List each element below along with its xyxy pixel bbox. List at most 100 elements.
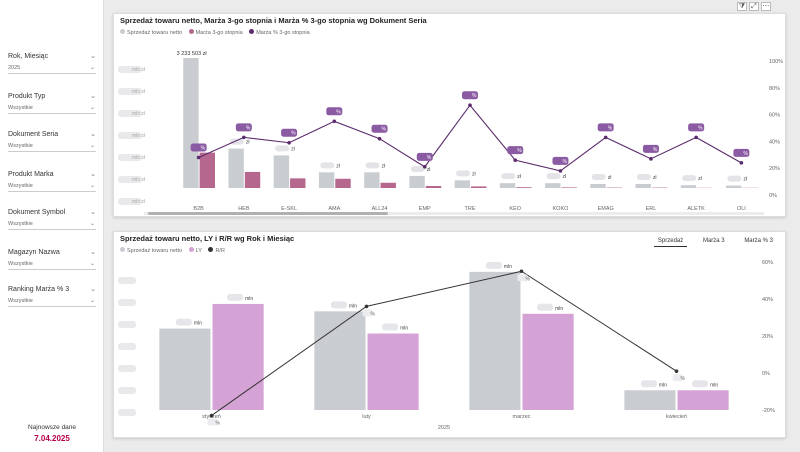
- rr-label-unit: %: [526, 276, 531, 282]
- margin-pct-label-unit: %: [653, 147, 658, 153]
- filter-dropdown[interactable]: Wszystkie ⌄: [8, 104, 96, 114]
- chevron-down-icon[interactable]: ⌄: [90, 171, 96, 178]
- filter-4: Dokument Symbol ⌄ Wszystkie ⌄: [8, 208, 96, 230]
- bar-value-suffix: mln: [710, 382, 718, 388]
- bar-value-label-blurred: [456, 170, 470, 177]
- y-right-tick: 20%: [762, 334, 773, 340]
- filter-value: 2025: [8, 65, 21, 71]
- chevron-down-icon[interactable]: ⌄: [90, 286, 96, 293]
- y-left-tick-blurred: [118, 198, 142, 205]
- bar-value-label-blurred: [591, 173, 606, 180]
- x-tick-label: KOKO: [553, 206, 570, 212]
- filter-2: Dokument Seria ⌄ Wszystkie ⌄: [8, 130, 96, 152]
- filter-dropdown[interactable]: Wszystkie ⌄: [8, 220, 96, 230]
- bar-sales: [726, 185, 742, 188]
- bar-value-label-blurred: [485, 261, 502, 269]
- legend-margin-pct[interactable]: Marża % 3-go stopnia: [249, 29, 310, 36]
- visual-header-icons: ⧩ ⤢ ⋯: [737, 2, 771, 11]
- margin-pct-label-blurred: [416, 152, 433, 161]
- filter-value: Wszystkie: [8, 183, 33, 189]
- expand-icon[interactable]: ⤢: [748, 2, 759, 11]
- y-left-tick-blurred: [118, 365, 136, 372]
- scrollbar-thumb[interactable]: [148, 212, 388, 215]
- filter-3: Produkt Marka ⌄ Wszystkie ⌄: [8, 170, 96, 192]
- y-left-tick-blurred: [118, 132, 142, 139]
- yoy-chart-panel: Sprzedaż towaru netto, LY i R/R wg Rok i…: [113, 231, 786, 438]
- bar-value-label-blurred: [682, 175, 697, 182]
- margin-pct-label-unit: %: [201, 145, 206, 151]
- bar-value-label-blurred: [640, 380, 657, 388]
- rr-point: [519, 269, 524, 274]
- margin-pct-point: [422, 165, 427, 169]
- bar-ly: [212, 303, 264, 410]
- chart-title: Sprzedaż towaru netto, Marża 3-go stopni…: [120, 16, 427, 25]
- chevron-down-icon[interactable]: ⌄: [90, 131, 96, 138]
- y-left-tick-blurred: [118, 343, 136, 350]
- y-left-tick-unit: mln zł: [132, 111, 146, 117]
- margin-pct-point: [287, 140, 291, 145]
- tab-marza-pct-3[interactable]: Marża % 3: [744, 238, 773, 244]
- bar-value-label-blurred: [727, 175, 742, 182]
- legend-sales[interactable]: Sprzedaż towaru netto: [120, 247, 182, 254]
- filter-dropdown[interactable]: Wszystkie ⌄: [8, 297, 96, 307]
- latest-data-date: 7.04.2025: [34, 434, 70, 443]
- filter-5: Magazyn Nazwa ⌄ Wszystkie ⌄: [8, 248, 96, 270]
- filter-dropdown[interactable]: Wszystkie ⌄: [8, 142, 96, 152]
- y-right-tick: 60%: [762, 260, 773, 266]
- legend-sales[interactable]: Sprzedaż towaru netto: [120, 29, 182, 36]
- filter-value: Wszystkie: [8, 105, 33, 111]
- y-left-tick-unit: mln zł: [132, 155, 146, 161]
- y-left-tick-blurred: [118, 299, 136, 306]
- bar-margin: [471, 186, 487, 188]
- tab-sprzedaz[interactable]: Sprzedaż: [653, 236, 688, 247]
- bar-sales: [314, 311, 366, 410]
- chevron-down-icon[interactable]: ⌄: [90, 209, 96, 216]
- tab-marza-3[interactable]: Marża 3: [702, 238, 725, 244]
- margin-pct-point: [513, 158, 518, 162]
- margin-pct-point: [377, 136, 382, 141]
- margin-pct-label-blurred: [462, 91, 478, 100]
- x-tick-label: AMA: [328, 206, 340, 212]
- x-tick-label: B2B: [193, 206, 204, 212]
- rr-point: [674, 369, 679, 373]
- bar-sales: [409, 175, 425, 188]
- chevron-down-icon[interactable]: ⌄: [90, 249, 96, 256]
- bar-value-suffix: mln: [400, 326, 408, 332]
- bar-sales: [499, 183, 516, 188]
- filter-1: Produkt Typ ⌄ Wszystkie ⌄: [8, 92, 96, 114]
- rr-label-blurred: [517, 274, 528, 282]
- margin-pct-label-blurred: [642, 144, 659, 153]
- filter-dropdown[interactable]: Wszystkie ⌄: [8, 260, 96, 270]
- legend-ly[interactable]: LY: [188, 247, 202, 254]
- rr-label-blurred: [362, 309, 373, 317]
- bar-value-label-blurred: [175, 318, 192, 326]
- y-left-tick-blurred: [118, 321, 136, 328]
- filter-dropdown[interactable]: Wszystkie ⌄: [8, 182, 96, 192]
- bar-margin: [380, 182, 396, 188]
- y-left-tick-blurred: [118, 66, 142, 73]
- filter-label: Rok, Miesiąc: [8, 53, 49, 60]
- bar-sales: [454, 180, 470, 188]
- bar-value-label-blurred: [692, 380, 709, 388]
- bar-value-label-blurred: [546, 173, 561, 180]
- bar-value-label-blurred: [275, 145, 290, 152]
- bar-margin: [199, 152, 215, 188]
- bar-value-label-blurred: [382, 323, 399, 331]
- margin-pct-point: [649, 157, 653, 161]
- margin-pct-label-blurred: [552, 156, 569, 165]
- y-right-tick: 0%: [762, 371, 770, 377]
- filter-dropdown[interactable]: 2025 ⌄: [8, 64, 96, 74]
- chevron-down-icon[interactable]: ⌄: [90, 93, 96, 100]
- rr-label-unit: %: [216, 421, 221, 427]
- margin-pct-label-blurred: [190, 143, 207, 152]
- chevron-down-icon[interactable]: ⌄: [90, 53, 96, 60]
- legend-rr[interactable]: R/R: [208, 247, 225, 254]
- y-right-tick: 40%: [762, 297, 773, 303]
- filter-label: Ranking Marża % 3: [8, 286, 70, 293]
- filter-icon[interactable]: ⧩: [737, 2, 747, 11]
- x-tick-label: ALETK: [687, 206, 705, 212]
- legend-margin[interactable]: Marża 3-go stopnia: [188, 29, 243, 36]
- bar-sales: [159, 328, 211, 410]
- margin-pct-label-unit: %: [336, 109, 341, 115]
- more-icon[interactable]: ⋯: [760, 2, 771, 11]
